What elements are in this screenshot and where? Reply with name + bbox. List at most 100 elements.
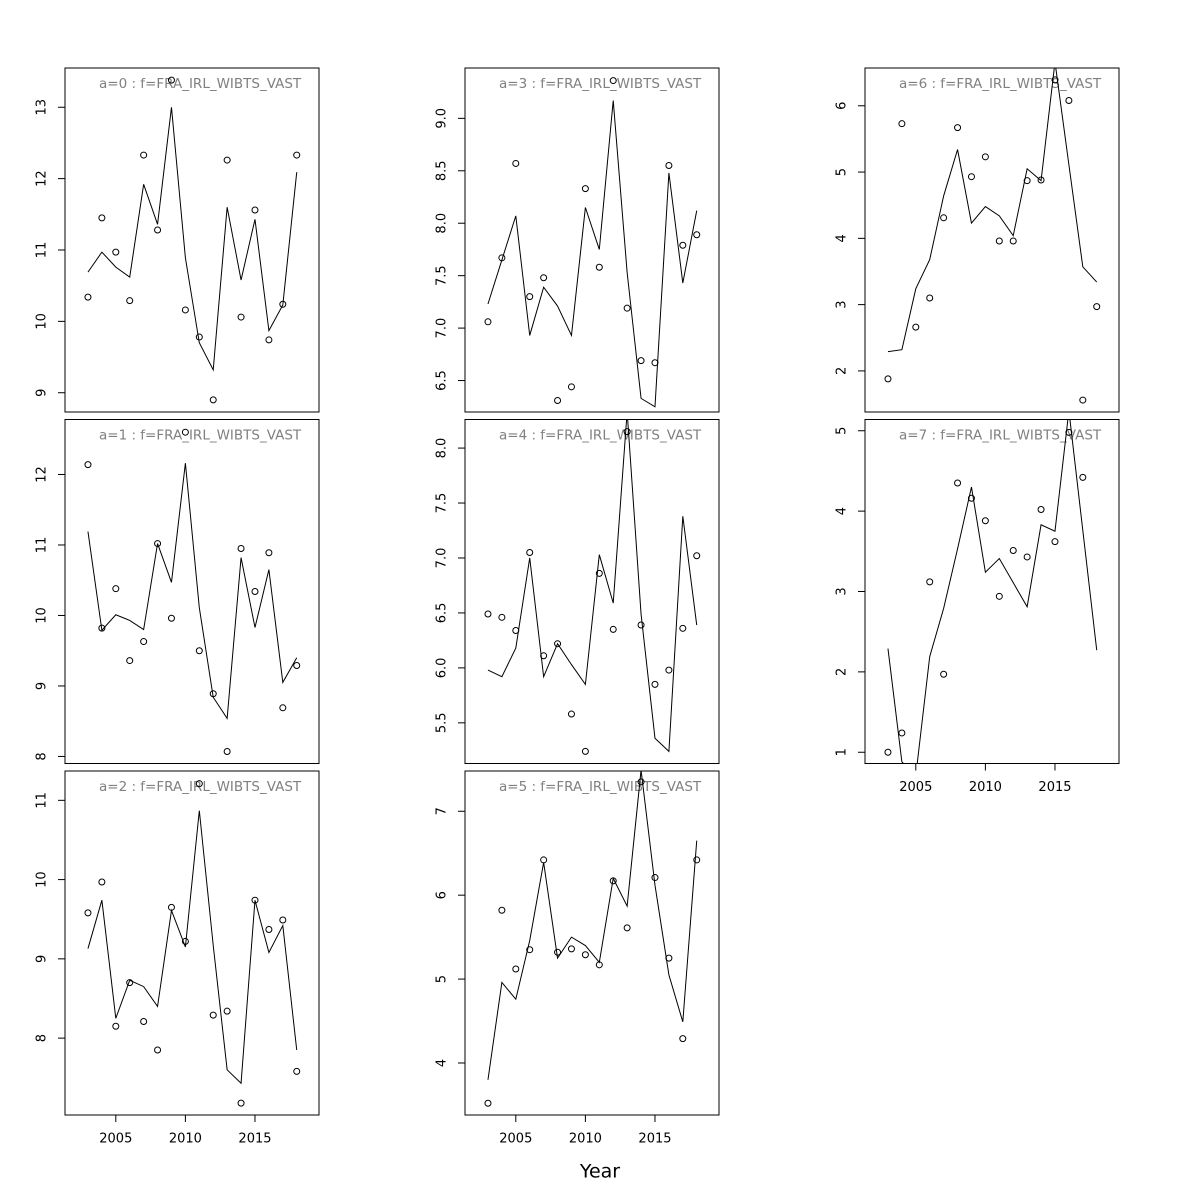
data-point — [884, 748, 892, 756]
data-point — [251, 206, 259, 214]
plot-area — [484, 77, 701, 408]
y-tick-label: 9 — [35, 955, 50, 963]
y-tick-label: 6.5 — [435, 603, 450, 624]
panel-title: a=7 : f=FRA_IRL_WIBTS_VAST — [899, 428, 1102, 444]
data-point — [679, 624, 687, 632]
data-point — [554, 640, 562, 648]
y-tick-label: 8.0 — [435, 213, 450, 234]
y-tick-label: 9 — [35, 682, 50, 690]
data-point — [540, 652, 548, 660]
x-tick-label: 2015 — [638, 1132, 671, 1147]
y-tick-label: 11 — [35, 242, 50, 259]
y-tick-label: 12 — [35, 170, 50, 187]
y-tick-label: 7.0 — [435, 548, 450, 569]
data-point — [84, 909, 92, 917]
y-tick-label: 8 — [35, 752, 50, 760]
data-point — [126, 297, 134, 305]
data-point — [265, 926, 273, 934]
x-axis-label: Year — [579, 1161, 620, 1183]
data-point — [526, 293, 534, 301]
data-point — [181, 306, 189, 314]
fitted-line — [87, 107, 298, 372]
x-tick-label: 2005 — [99, 1132, 132, 1147]
data-point — [223, 156, 231, 164]
data-point — [498, 906, 506, 914]
data-point — [637, 621, 645, 629]
panel-title: a=0 : f=FRA_IRL_WIBTS_VAST — [99, 76, 302, 92]
y-tick-label: 4 — [435, 1059, 450, 1067]
data-point — [567, 383, 575, 391]
plot-frame — [464, 67, 720, 413]
panel-title: a=6 : f=FRA_IRL_WIBTS_VAST — [899, 76, 1102, 92]
data-point — [84, 293, 92, 301]
panel: a=5 : f=FRA_IRL_WIBTS_VAST 4 5 6 7 2005 2010 20… — [435, 770, 720, 1147]
data-point — [512, 159, 520, 167]
plot-area — [484, 419, 701, 755]
plot-frame — [464, 419, 720, 764]
data-point — [112, 1022, 120, 1030]
plot-area — [84, 780, 301, 1107]
data-point — [693, 552, 701, 560]
fitted-line — [887, 419, 1098, 764]
y-tick-label: 6 — [835, 102, 850, 110]
data-point — [112, 248, 120, 256]
data-point — [1023, 553, 1031, 561]
data-point — [1079, 396, 1087, 404]
y-tick-label: 9 — [35, 389, 50, 397]
data-point — [265, 549, 273, 557]
plot-frame — [464, 770, 720, 1116]
data-point — [484, 1099, 492, 1107]
data-point — [265, 336, 273, 344]
x-tick-label: 2015 — [1038, 780, 1071, 795]
data-point — [912, 323, 920, 331]
data-point — [679, 1035, 687, 1043]
data-point — [926, 294, 934, 302]
plot-area — [884, 419, 1098, 764]
data-point — [623, 304, 631, 312]
data-point — [1093, 303, 1101, 311]
panel: a=1 : f=FRA_IRL_WIBTS_VAST 8 9 10 11 12 — [35, 419, 320, 764]
data-point — [293, 662, 301, 670]
data-point — [981, 153, 989, 161]
data-point — [167, 614, 175, 622]
y-tick-label: 3 — [835, 587, 850, 595]
data-point — [512, 965, 520, 973]
data-point — [140, 638, 148, 646]
data-point — [995, 592, 1003, 600]
data-point — [293, 151, 301, 159]
data-point — [679, 241, 687, 249]
plot-area — [84, 76, 301, 404]
y-tick-label: 5 — [435, 975, 450, 983]
panel: a=0 : f=FRA_IRL_WIBTS_VAST 9 10 11 12 13 — [35, 67, 320, 413]
plot-frame — [864, 67, 1120, 413]
y-tick-label: 3 — [835, 300, 850, 308]
data-point — [926, 578, 934, 586]
fitted-line — [87, 463, 298, 720]
data-point — [609, 625, 617, 633]
data-point — [98, 214, 106, 222]
x-tick-label: 2005 — [899, 780, 932, 795]
x-tick-label: 2010 — [969, 780, 1002, 795]
data-point — [209, 396, 217, 404]
fitted-line — [87, 810, 298, 1085]
data-point — [167, 76, 175, 84]
y-tick-label: 4 — [835, 234, 850, 242]
data-point — [581, 747, 589, 755]
data-point — [954, 124, 962, 132]
data-point — [154, 1046, 162, 1054]
data-point — [223, 1007, 231, 1015]
data-point — [237, 1099, 245, 1107]
y-tick-label: 10 — [35, 871, 50, 888]
data-point — [651, 874, 659, 882]
data-point — [484, 610, 492, 618]
data-point — [237, 313, 245, 321]
data-point — [195, 647, 203, 655]
y-tick-label: 7.0 — [435, 318, 450, 339]
data-point — [567, 945, 575, 953]
y-tick-label: 8.5 — [435, 160, 450, 181]
x-tick-label: 2005 — [499, 1132, 532, 1147]
panel: a=3 : f=FRA_IRL_WIBTS_VAST 6.5 7.0 7.5 8.0 8.… — [435, 67, 720, 413]
data-point — [693, 856, 701, 864]
data-point — [154, 226, 162, 234]
